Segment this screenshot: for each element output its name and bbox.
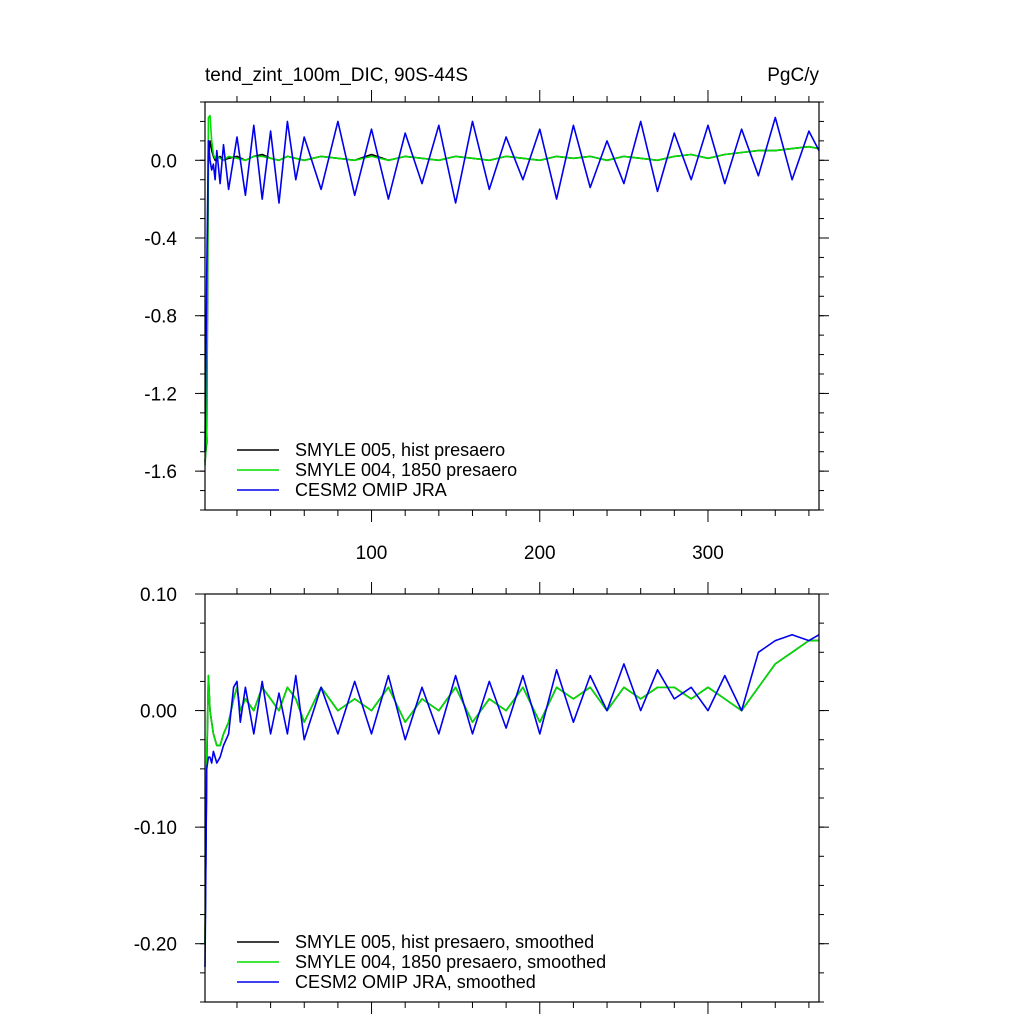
top-panel: tend_zint_100m_DIC, 90S-44S PgC/y 0.0 -0.… [144, 65, 829, 564]
legend-label-1: SMYLE 004, 1850 presaero, smoothed [295, 952, 606, 972]
y-tick-label: -0.8 [144, 307, 177, 328]
bottom-panel: 0.10 0.00 -0.10 -0.20 SMYLE 005, hist presa… [134, 582, 829, 1014]
y-tick-label: 0.10 [140, 585, 177, 606]
y-tick-label: -1.6 [144, 462, 177, 483]
legend-label-0: SMYLE 005, hist presaero, smoothed [295, 932, 594, 952]
bottom-panel-ticks: 0.10 0.00 -0.10 -0.20 [134, 582, 829, 1014]
top-panel-units: PgC/y [767, 65, 819, 86]
top-panel-title: tend_zint_100m_DIC, 90S-44S [205, 65, 468, 86]
series-line-1 [204, 114, 820, 466]
x-tick-label: 300 [692, 543, 724, 564]
legend-label-2: CESM2 OMIP JRA [295, 480, 447, 500]
y-tick-label: 0.0 [151, 151, 177, 172]
series-line-2 [204, 633, 820, 968]
legend-label-0: SMYLE 005, hist presaero [295, 440, 505, 460]
x-tick-label: 100 [356, 543, 388, 564]
series-line-2 [204, 116, 820, 452]
bottom-panel-frame [204, 593, 820, 1003]
top-panel-series [204, 114, 820, 466]
y-tick-label: -0.10 [134, 818, 177, 839]
top-panel-ticks: 0.0 -0.4 -0.8 -1.2 -1.6 100 200 300 [144, 90, 829, 564]
y-tick-label: -1.2 [144, 384, 177, 405]
x-tick-label: 200 [524, 543, 556, 564]
bottom-panel-series [204, 633, 820, 968]
bottom-panel-legend: SMYLE 005, hist presaero, smoothedSMYLE … [237, 932, 606, 992]
series-line-0 [204, 140, 820, 462]
legend-label-2: CESM2 OMIP JRA, smoothed [295, 972, 536, 992]
legend-label-1: SMYLE 004, 1850 presaero [295, 460, 517, 480]
y-tick-label: -0.20 [134, 935, 177, 956]
y-tick-label: 0.00 [140, 702, 177, 723]
top-panel-frame [204, 101, 820, 511]
y-tick-label: -0.4 [144, 229, 177, 250]
